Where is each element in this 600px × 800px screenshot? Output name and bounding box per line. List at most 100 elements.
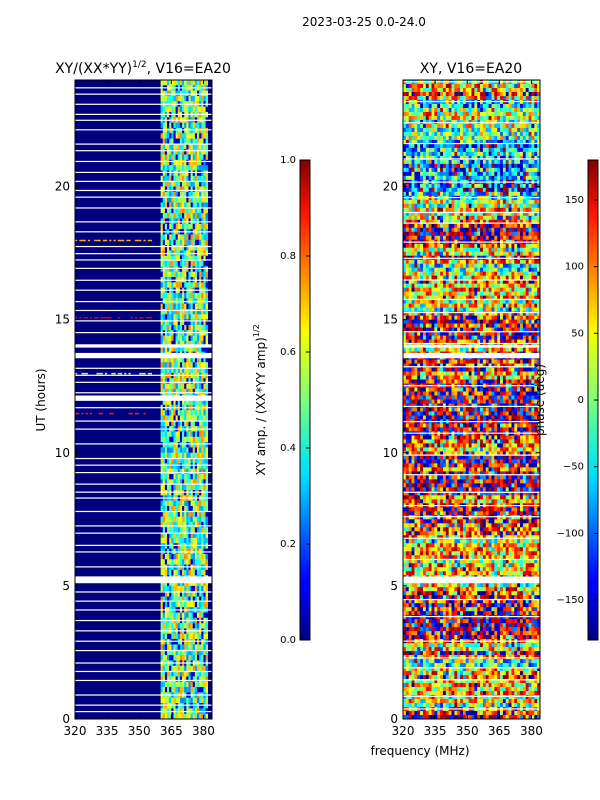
left-speckle [122, 239, 125, 242]
left-heat-cell [173, 532, 176, 539]
left-heat-cell [179, 170, 183, 177]
right-heat-cell [480, 83, 484, 89]
right-heat-cell [445, 111, 449, 117]
left-heat-cell [175, 159, 179, 166]
left-heat-cell [162, 681, 166, 688]
left-heat-cell [190, 388, 194, 395]
right-heat-cell [537, 143, 540, 149]
left-speckle [89, 412, 93, 415]
left-heat-cell [164, 282, 168, 288]
left-heat-cell [182, 671, 185, 677]
right-heat-cell [528, 207, 532, 213]
right-heat-cell [497, 135, 501, 141]
left-heat-cell [192, 468, 196, 475]
left-heat-cell [186, 127, 189, 134]
left-heat-cell [173, 569, 176, 576]
left-heat-cell [201, 580, 204, 587]
right-heat-cell [482, 235, 487, 241]
right-heat-cell [440, 187, 444, 193]
left-heat-cell [205, 261, 209, 267]
left-heat-cell [169, 601, 172, 608]
right-heat-cell [465, 115, 469, 121]
left-heat-cell [188, 266, 191, 272]
left-flag-line [75, 532, 212, 534]
left-heat-cell [171, 527, 174, 533]
left-heat-cell [160, 410, 164, 416]
left-heat-cell [164, 388, 168, 395]
left-heat-cell [162, 191, 166, 198]
left-heat-cell [205, 399, 209, 406]
right-heat-cell [465, 151, 469, 157]
left-heat-cell [160, 335, 164, 342]
right-heat-cell [525, 127, 529, 133]
left-heat-cell [179, 234, 183, 241]
right-heat-cell [534, 87, 538, 93]
right-heat-cell [522, 211, 527, 217]
left-heat-cell [173, 138, 176, 145]
right-heat-cell [440, 231, 444, 237]
left-heat-cell [175, 80, 179, 86]
right-heat-cell [437, 131, 441, 137]
left-heat-cell [173, 687, 176, 693]
left-speckle [75, 239, 78, 242]
left-heat-cell [184, 245, 187, 251]
right-heat-cell [505, 247, 509, 253]
right-heat-cell [434, 159, 438, 165]
left-heat-cell [171, 80, 174, 86]
left-heat-cell [179, 308, 183, 315]
left-heat-cell [169, 175, 172, 182]
right-heat-cell [405, 231, 410, 237]
right-heat-cell [403, 207, 407, 213]
right-heat-cell [417, 167, 421, 173]
right-heat-cell [411, 219, 415, 225]
right-heat-cell [437, 139, 441, 145]
left-heat-cell [175, 106, 179, 113]
right-heat-cell [491, 107, 495, 113]
left-heat-cell [192, 420, 196, 427]
right-heat-cell [514, 95, 518, 101]
right-heat-cell [457, 87, 461, 93]
left-heat-cell [160, 319, 164, 326]
right-heat-cell [531, 119, 535, 125]
right-heat-cell [482, 131, 487, 137]
left-speckle [139, 239, 142, 242]
right-heat-cell [428, 131, 432, 137]
left-heat-cell [203, 511, 206, 517]
right-heat-cell [442, 227, 447, 233]
left-heat-cell [175, 319, 179, 326]
right-heat-cell [457, 107, 461, 113]
left-heat-cell [188, 671, 191, 677]
right-heat-cell [537, 131, 540, 137]
left-heat-cell [190, 559, 194, 565]
right-heat-cell [522, 223, 527, 229]
left-heat-cell [169, 255, 172, 262]
right-heat-cell [520, 115, 524, 121]
right-heat-cell [520, 147, 524, 153]
right-heat-cell [425, 215, 429, 221]
left-heat-cell [177, 580, 181, 587]
right-heat-cell [431, 119, 435, 125]
right-heat-cell [420, 171, 424, 177]
right-heat-cell [534, 151, 538, 157]
left-heat-cell [197, 335, 200, 342]
right-heat-cell [497, 219, 501, 225]
right-heat-cell [508, 107, 512, 113]
left-heat-cell [194, 463, 198, 470]
left-flag-line [75, 591, 212, 593]
left-heat-cell [167, 314, 170, 320]
right-heat-cell [474, 135, 478, 141]
left-heat-cell [197, 186, 200, 193]
left-heat-cell [205, 591, 209, 597]
left-heat-cell [177, 527, 181, 533]
left-heat-cell [169, 165, 172, 171]
left-heat-cell [184, 569, 187, 576]
right-heat-cell [525, 143, 529, 149]
right-heat-cell [405, 151, 410, 157]
left-heat-cell [162, 436, 166, 443]
right-heat-cell [460, 175, 464, 181]
left-heat-cell [205, 580, 209, 587]
left-heat-cell [205, 234, 209, 241]
right-heat-cell [528, 139, 532, 145]
left-heat-cell [188, 452, 191, 459]
left-heat-cell [177, 362, 181, 368]
